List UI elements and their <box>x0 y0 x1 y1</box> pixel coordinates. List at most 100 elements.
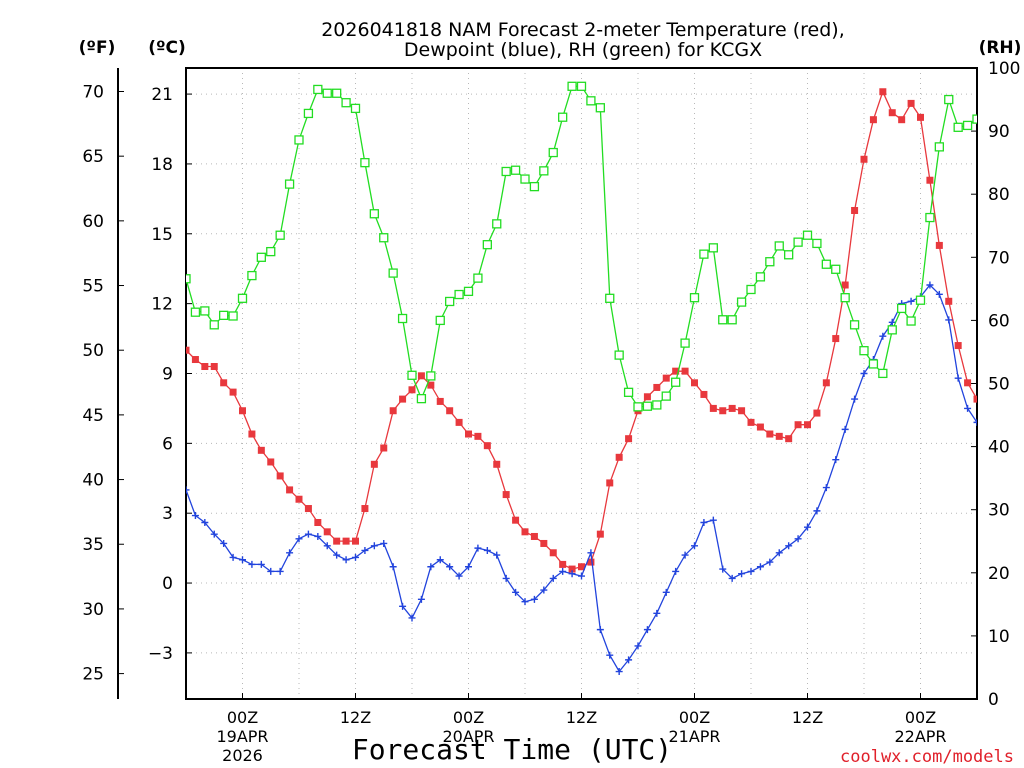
rh-point <box>190 307 201 317</box>
temperature-point <box>578 563 585 571</box>
celsius-tick-label: 12 <box>151 295 173 315</box>
rh-point <box>784 250 794 260</box>
temperature-point <box>926 176 934 184</box>
temperature-point <box>427 381 435 389</box>
gridlines <box>186 68 977 699</box>
x-tick-date-label: 21APR <box>668 727 720 746</box>
dewpoint-point <box>841 425 849 433</box>
dewpoint-point <box>540 586 548 594</box>
rh-point <box>558 112 568 122</box>
credit-label: coolwx.com/models <box>840 747 1014 767</box>
rh-point <box>567 81 577 91</box>
temperature-point <box>568 565 576 573</box>
temperature-point <box>935 241 943 249</box>
dewpoint-point <box>747 567 755 575</box>
dewpoint-point <box>926 281 934 289</box>
dewpoint-point <box>851 395 859 403</box>
temperature-point <box>191 356 199 364</box>
temperature-point <box>625 435 633 443</box>
temperature-point <box>530 532 538 540</box>
temperature-point <box>587 558 595 566</box>
rh-point <box>275 230 285 240</box>
dewpoint-point <box>210 530 218 538</box>
fahrenheit-unit-label: (ºF) <box>79 38 116 58</box>
dewpoint-point <box>389 563 397 571</box>
rh-point <box>812 238 822 249</box>
rh-point <box>755 272 766 282</box>
chart-title-line-2: Dewpoint (blue), RH (green) for KCGX <box>404 39 762 61</box>
rh-point <box>388 268 398 278</box>
dewpoint-point <box>286 549 294 557</box>
rh-point <box>831 264 841 274</box>
temperature-point <box>549 549 557 557</box>
rh-point <box>416 393 427 404</box>
rh-point <box>802 230 813 240</box>
celsius-tick-label: −3 <box>148 644 173 664</box>
rh-point <box>586 96 596 106</box>
x-tick-time-label: 12Z <box>340 708 371 727</box>
temperature-point <box>945 297 953 305</box>
rh-tick-label: 50 <box>988 375 1010 395</box>
rh-point <box>878 368 888 379</box>
dewpoint-point <box>191 512 199 520</box>
celsius-unit-label: (ºC) <box>148 38 186 58</box>
rh-point <box>887 325 897 335</box>
temperature-point <box>662 374 670 382</box>
temperature-point <box>756 423 764 431</box>
dewpoint-point <box>559 567 567 575</box>
temperature-point <box>352 537 359 545</box>
temperature-point <box>220 379 228 387</box>
x-tick-time-label: 12Z <box>566 708 597 727</box>
temperature-point <box>672 367 680 375</box>
rh-point <box>313 84 323 95</box>
dewpoint-point <box>634 642 642 650</box>
dewpoint-point <box>521 598 529 606</box>
dewpoint-point <box>465 563 472 571</box>
temperature-point <box>860 155 868 163</box>
temperature-point <box>304 505 312 513</box>
celsius-tick-label: 3 <box>162 504 173 524</box>
dewpoint-point <box>257 560 265 568</box>
dewpoint-point <box>220 539 228 547</box>
dewpoint-point <box>342 556 350 564</box>
dewpoint-point <box>361 546 369 554</box>
temperature-point <box>653 383 661 391</box>
temperature-point <box>186 346 190 354</box>
rh-point <box>266 246 276 257</box>
temperature-point <box>474 432 482 440</box>
rh-point <box>962 120 973 131</box>
temperature-point <box>295 495 303 503</box>
dewpoint-point <box>860 369 868 377</box>
rh-point <box>689 293 700 303</box>
rh-point <box>473 273 483 283</box>
fahrenheit-tick-label: 70 <box>82 82 104 102</box>
temperature-point <box>239 407 246 415</box>
rh-point <box>652 400 662 410</box>
temperature-point <box>898 116 906 124</box>
rh-point <box>934 142 944 152</box>
temperature-point <box>201 363 209 371</box>
temperature-series <box>186 88 977 573</box>
rh-tick-label: 60 <box>988 311 1010 331</box>
temperature-point <box>738 407 746 415</box>
rh-tick-label: 20 <box>988 564 1010 584</box>
rh-point <box>840 293 850 303</box>
temperature-point <box>973 395 977 403</box>
temperature-point <box>559 560 567 568</box>
temperature-point <box>380 444 388 452</box>
rh-point <box>953 122 963 132</box>
rh-point <box>765 257 775 267</box>
dewpoint-point <box>738 570 746 578</box>
dewpoint-point <box>578 572 585 580</box>
rh-tick-label: 80 <box>988 185 1010 205</box>
dewpoint-point <box>446 563 454 571</box>
rh-point <box>746 284 756 295</box>
rh-tick-label: 40 <box>988 438 1010 458</box>
fahrenheit-tick-label: 45 <box>82 406 104 426</box>
dewpoint-point <box>370 542 378 550</box>
temperature-point <box>446 407 454 415</box>
rh-point <box>925 212 935 223</box>
dewpoint-point <box>832 456 840 464</box>
dewpoint-point <box>813 507 821 515</box>
